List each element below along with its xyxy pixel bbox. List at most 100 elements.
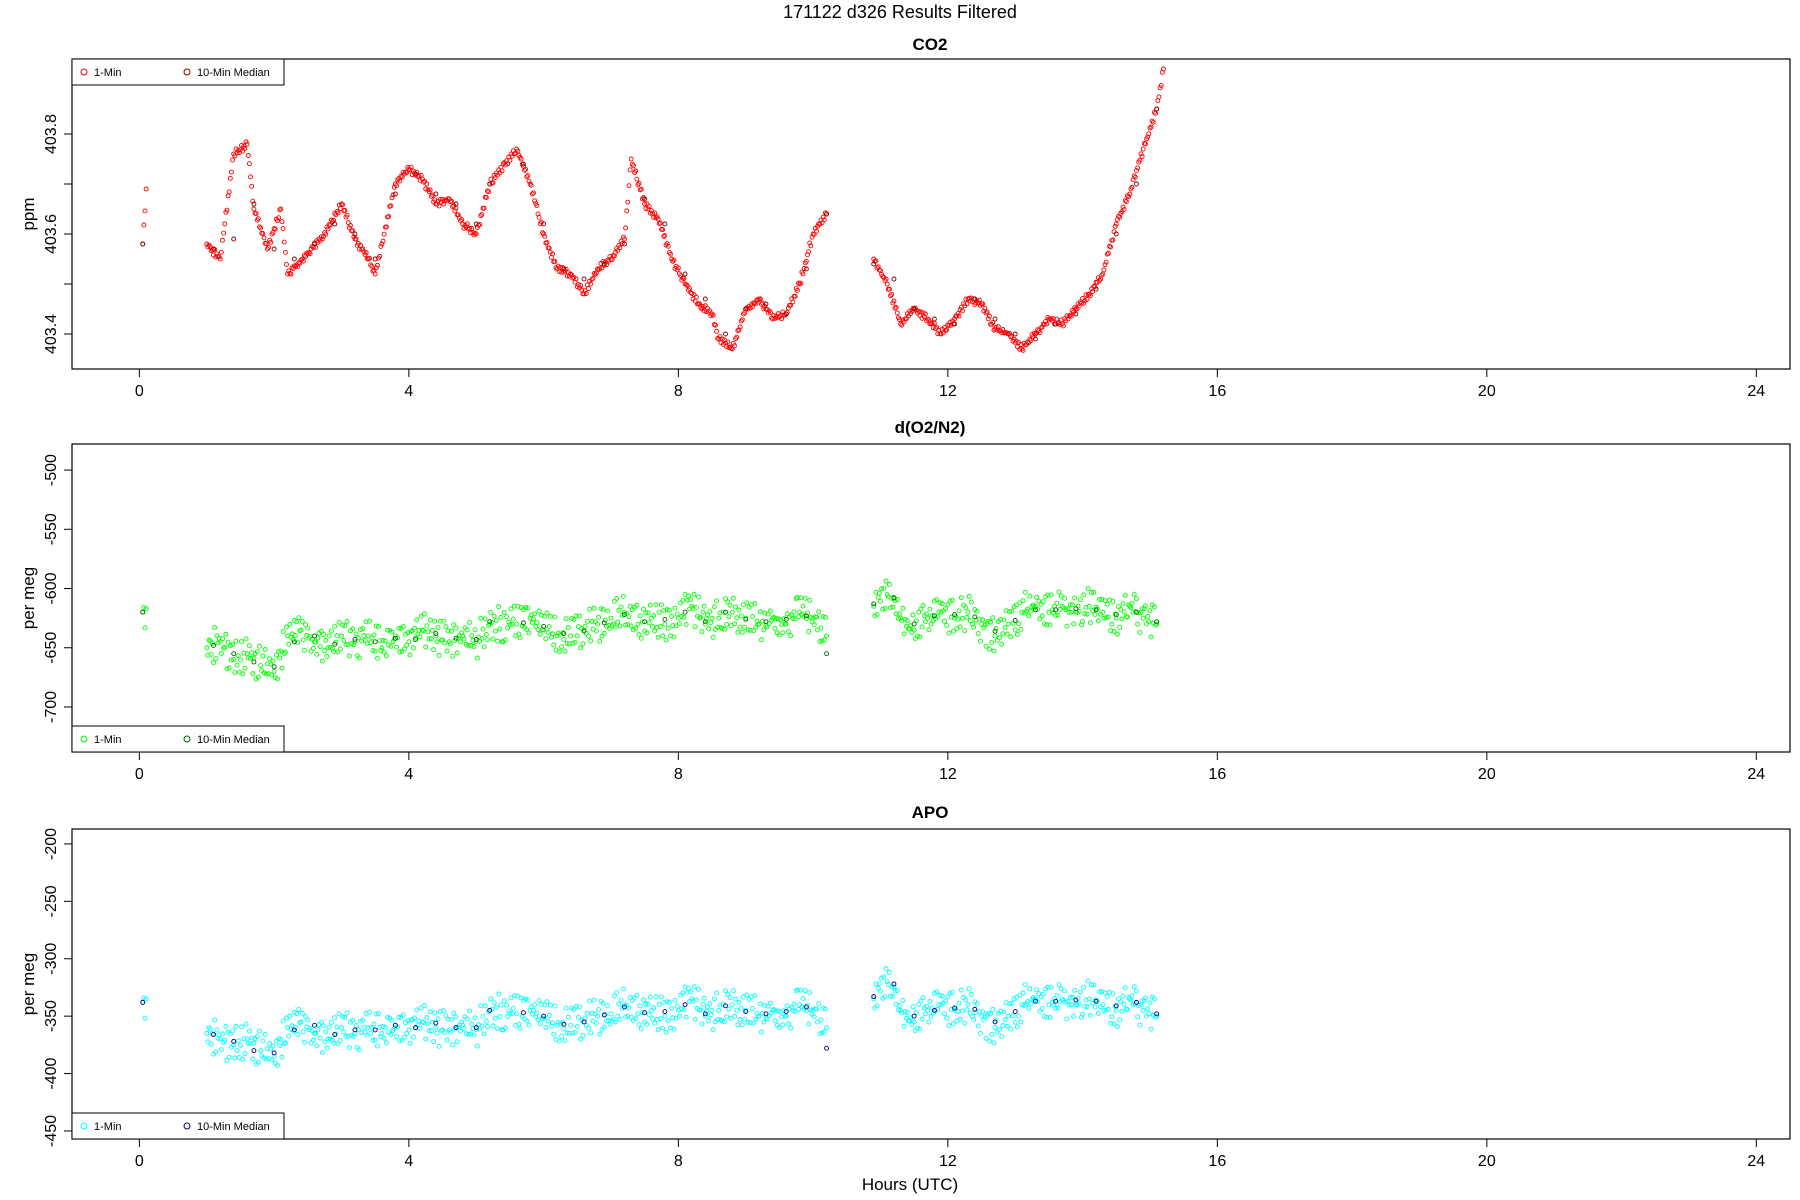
data-point-do2n2: [442, 640, 448, 646]
data-point-do2n2: [340, 622, 346, 628]
data-point-do2n2: [783, 621, 789, 627]
data-point-do2n2: [337, 646, 343, 652]
data-point-apo: [240, 1056, 246, 1062]
data-point-do2n2: [1102, 598, 1108, 604]
data-point-apo: [278, 1036, 284, 1042]
data-point-apo: [703, 1008, 709, 1014]
data-point-do2n2: [1020, 598, 1026, 604]
data-point-apo: [367, 1009, 373, 1015]
data-point-apo: [820, 1005, 826, 1011]
data-point-do2n2: [224, 666, 230, 672]
data-point-do2n2: [707, 609, 713, 614]
data-point-co2: [966, 295, 972, 301]
data-point-apo: [1136, 1002, 1142, 1008]
data-point-apo: [683, 1014, 689, 1020]
data-point-do2n2: [818, 625, 824, 631]
data-point-do2n2: [1147, 608, 1153, 614]
data-point-apo: [451, 1010, 457, 1016]
data-point-co2: [661, 234, 667, 239]
data-point-do2n2: [1087, 620, 1093, 626]
data-point-do2n2: [568, 633, 574, 639]
data-point-apo: [1082, 1003, 1088, 1009]
data-point-do2n2: [992, 628, 998, 634]
data-point-apo: [531, 1008, 536, 1014]
data-point-co2: [523, 166, 529, 172]
data-point-co2: [304, 250, 310, 256]
data-point-apo: [501, 998, 507, 1004]
data-point-apo: [927, 998, 933, 1004]
data-point-do2n2: [473, 637, 479, 642]
data-point-co2: [626, 183, 632, 189]
data-point-co2: [1156, 94, 1162, 100]
data-point-apo: [608, 1011, 614, 1017]
data-point-apo: [362, 1029, 368, 1035]
data-point-apo: [1044, 1014, 1050, 1020]
data-point-apo: [453, 1025, 459, 1031]
data-point-co2: [911, 306, 917, 312]
data-point-co2: [469, 225, 475, 231]
data-point-co2: [1130, 177, 1136, 183]
data-point-do2n2: [431, 647, 437, 653]
data-point-co2: [1149, 118, 1155, 124]
data-point-apo: [413, 1025, 419, 1031]
data-point-co2: [319, 236, 325, 242]
data-point-do2n2: [406, 639, 412, 645]
data-point-co2: [253, 211, 259, 217]
data-point-do2n2: [1027, 593, 1033, 599]
data-point-apo: [1036, 991, 1042, 997]
data-point-apo: [873, 981, 879, 987]
data-point-apo: [510, 1005, 516, 1011]
data-point-do2n2: [776, 632, 782, 638]
data-point-do2n2: [794, 595, 800, 601]
data-point-apo: [780, 1022, 786, 1028]
data-point-co2: [478, 213, 484, 219]
legend-label: 10-Min Median: [197, 734, 270, 746]
data-point-co2: [1121, 207, 1127, 213]
data-point-do2n2: [893, 611, 899, 617]
data-point-do2n2: [904, 618, 910, 624]
data-point-co2: [702, 296, 708, 302]
data-point-apo: [719, 1018, 725, 1024]
data-point-do2n2: [1070, 602, 1075, 608]
data-point-co2: [887, 286, 892, 292]
data-point-co2: [622, 241, 627, 247]
data-point-co2: [818, 217, 824, 223]
data-point-co2: [1101, 267, 1107, 273]
data-point-apo: [696, 986, 702, 992]
data-point-co2: [821, 217, 827, 223]
data-point-apo: [783, 1013, 789, 1019]
data-point-do2n2: [997, 635, 1002, 641]
data-point-do2n2: [551, 642, 557, 648]
data-point-do2n2: [453, 625, 459, 631]
x-ticks-do2n2: 0 4 8 12 16 20 24: [135, 752, 1765, 783]
data-point-apo: [942, 1011, 947, 1017]
data-point-co2: [701, 308, 707, 314]
data-point-apo: [562, 1038, 568, 1044]
data-point-co2: [581, 276, 587, 282]
data-point-co2: [814, 228, 819, 234]
legend-do2n2: 1-Min 10-Min Median: [71, 725, 285, 753]
data-point-co2: [871, 261, 877, 267]
x-tick-label: 20: [1478, 383, 1496, 400]
data-point-apo: [773, 1008, 779, 1014]
data-point-do2n2: [279, 665, 285, 671]
data-point-apo: [361, 1024, 367, 1030]
data-point-do2n2: [458, 639, 463, 645]
data-point-do2n2: [705, 612, 710, 617]
data-point-apo: [659, 994, 664, 1000]
data-point-apo: [931, 1007, 937, 1013]
data-point-apo: [802, 988, 808, 994]
data-point-do2n2: [989, 640, 995, 645]
data-point-apo: [788, 1025, 794, 1031]
data-point-co2: [142, 208, 148, 214]
data-point-do2n2: [882, 606, 888, 611]
data-point-apo: [674, 1003, 680, 1009]
y-tick-label: -400: [43, 1057, 60, 1089]
data-point-apo: [442, 1029, 448, 1035]
data-point-do2n2: [666, 607, 672, 613]
data-point-apo: [251, 1040, 257, 1046]
data-point-co2: [1087, 293, 1093, 299]
data-point-do2n2: [1148, 634, 1154, 640]
